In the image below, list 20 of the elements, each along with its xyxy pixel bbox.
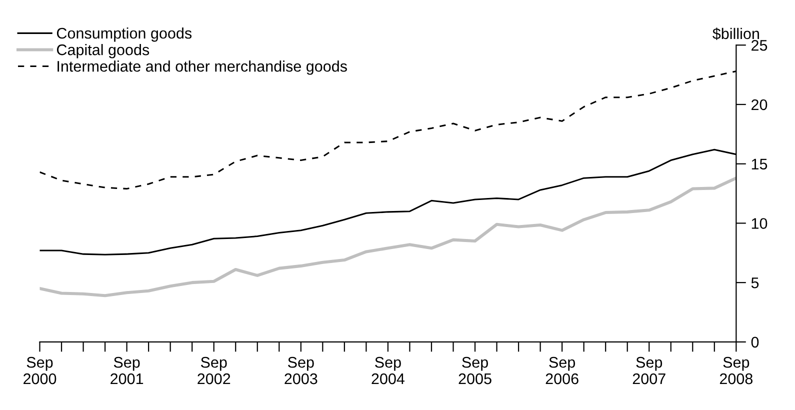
y-tick-label: 15: [752, 158, 768, 170]
y-axis-title: $billion: [712, 28, 759, 40]
x-tick-label: Sep 2004: [372, 356, 405, 384]
line-series: [40, 176, 736, 298]
x-tick-label: Sep 2006: [546, 356, 578, 384]
x-tick-label: Sep 2002: [198, 356, 230, 384]
y-tick-label: 0: [751, 336, 759, 348]
x-tick-label: Sep 2001: [110, 356, 144, 384]
y-tick-label: 5: [751, 278, 759, 288]
legend-label: Capital goods: [56, 44, 150, 58]
y-tick-label: 20: [752, 99, 768, 110]
x-tick-label: Sep 2005: [458, 356, 492, 384]
y-tick-label: 10: [752, 218, 768, 229]
x-tick-label: Sep 2000: [24, 356, 56, 384]
x-tick-label: Sep 2007: [632, 356, 666, 384]
x-tick-label: Sep 2008: [720, 356, 752, 384]
x-tick-label: Sep 2003: [284, 356, 318, 384]
y-tick-label: 25: [752, 40, 768, 51]
legend-label: Consumption goods: [56, 27, 192, 42]
legend-label: Intermediate and other merchandise goods: [58, 60, 347, 75]
